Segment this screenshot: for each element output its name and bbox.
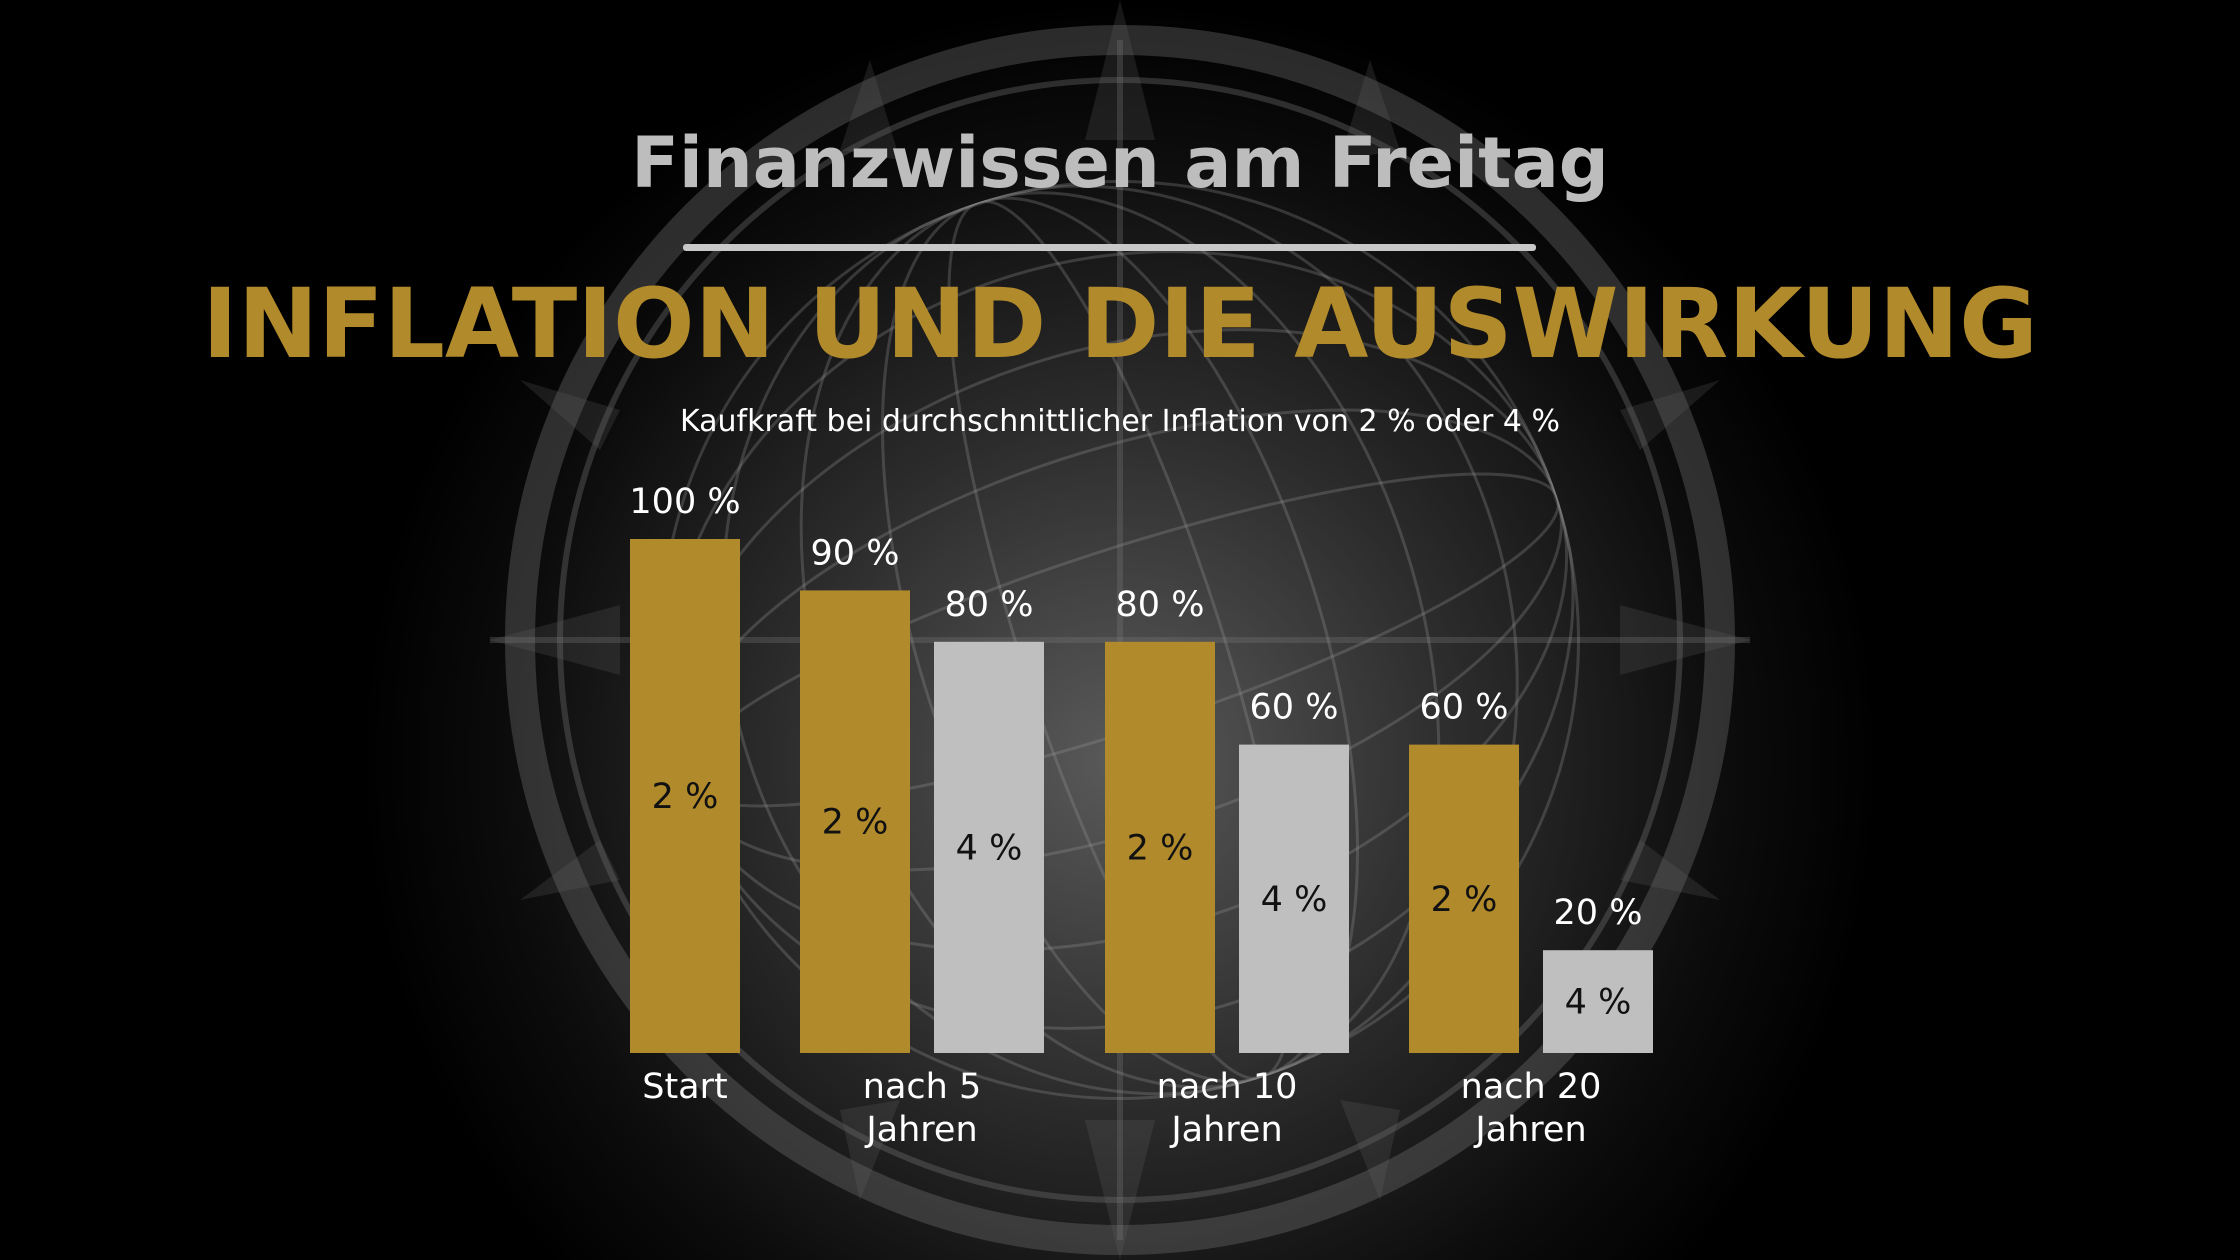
bar-value-label: 90 %	[811, 533, 900, 573]
category-label: Jahren	[864, 1110, 977, 1150]
bar-inner-label: 4 %	[1565, 983, 1632, 1023]
bar	[1543, 950, 1653, 1053]
bar	[800, 590, 910, 1053]
bar-value-label: 80 %	[1116, 585, 1205, 625]
bar-inner-label: 2 %	[822, 803, 889, 843]
category-label: Start	[642, 1067, 728, 1107]
bar-inner-label: 2 %	[1127, 828, 1194, 868]
brand-title: Finanzwissen am Freitag	[631, 122, 1609, 204]
bar	[1409, 744, 1519, 1053]
bar-inner-label: 4 %	[956, 828, 1023, 868]
category-label: Jahren	[1169, 1110, 1282, 1150]
bar	[1105, 641, 1215, 1053]
bar	[630, 539, 740, 1053]
bar-value-label: 80 %	[945, 585, 1034, 625]
category-label: nach 20	[1461, 1067, 1602, 1107]
category-label: nach 5	[863, 1067, 981, 1107]
bar-inner-label: 2 %	[652, 777, 719, 817]
bar-inner-label: 2 %	[1431, 880, 1498, 920]
bar-value-label: 60 %	[1250, 688, 1339, 728]
category-label: nach 10	[1157, 1067, 1298, 1107]
chart-subtitle: Kaufkraft bei durchschnittlicher Inflati…	[680, 404, 1560, 439]
title-divider	[683, 244, 1536, 251]
bar-value-label: 100 %	[629, 482, 740, 522]
bar-value-label: 60 %	[1420, 688, 1509, 728]
bar	[1239, 744, 1349, 1053]
category-label: Jahren	[1473, 1110, 1586, 1150]
bar-inner-label: 4 %	[1261, 880, 1328, 920]
bar-value-label: 20 %	[1554, 893, 1643, 933]
bar	[934, 641, 1044, 1053]
page-title: INFLATION UND DIE AUSWIRKUNG	[202, 268, 2038, 380]
